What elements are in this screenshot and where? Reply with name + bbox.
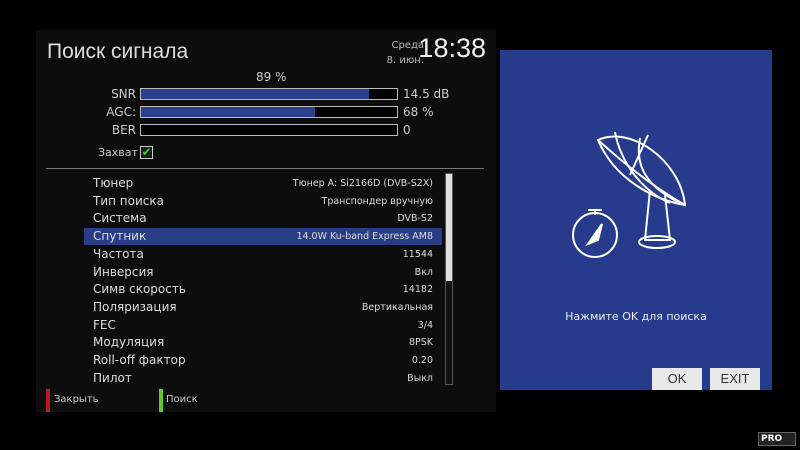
setting-label: Поляризация xyxy=(93,299,177,314)
satellite-dish-icon xyxy=(572,131,687,258)
ok-button[interactable]: OK xyxy=(652,368,702,390)
snr-value: 14.5 dB xyxy=(403,87,450,101)
search-button[interactable]: Поиск xyxy=(166,394,198,405)
clock: 18:38 xyxy=(418,33,486,63)
day: Среда xyxy=(391,40,424,51)
agc-label: AGC: xyxy=(106,105,136,119)
exit-button[interactable]: EXIT xyxy=(710,368,760,390)
setting-row[interactable]: Частота 11544 xyxy=(84,246,442,263)
setting-row[interactable]: Roll-off фактор 0.20 xyxy=(84,352,442,369)
snr-bar xyxy=(140,88,398,100)
ber-value: 0 xyxy=(403,123,411,137)
setting-row[interactable]: Тюнер Тюнер A: Si2166D (DVB-S2X) xyxy=(84,175,442,192)
page-title: Поиск сигнала xyxy=(47,40,189,63)
setting-row[interactable]: Спутник 14.0W Ku-band Express AM8 xyxy=(84,228,442,246)
setting-value: Вкл xyxy=(414,266,433,278)
lock-label: Захват xyxy=(98,146,138,159)
date-text: 8. июн. xyxy=(386,55,424,66)
setting-value: 3/4 xyxy=(417,319,433,331)
setting-label: Частота xyxy=(93,246,144,261)
setting-row[interactable]: Поляризация Вертикальная xyxy=(84,299,442,316)
setting-value: Вертикальная xyxy=(361,301,433,313)
agc-bar xyxy=(140,106,398,118)
setting-label: Тюнер xyxy=(93,176,134,190)
setting-label: Симв скорость xyxy=(93,282,186,297)
setting-value: 11544 xyxy=(402,248,433,260)
setting-row[interactable]: Инверсия Вкл xyxy=(84,264,442,281)
red-key-icon xyxy=(46,389,50,412)
snr-fill xyxy=(141,89,369,99)
setting-row[interactable]: FEC 3/4 xyxy=(84,317,442,334)
divider xyxy=(46,168,484,169)
setting-label: Тип поиска xyxy=(93,193,164,208)
ber-label: BER xyxy=(111,123,136,137)
snr-label: SNR xyxy=(111,87,136,101)
setting-row[interactable]: Тип поиска Транспондер вручную xyxy=(84,193,442,210)
search-prompt-panel: Нажмите OK для поиска OK EXIT xyxy=(500,50,772,390)
setting-label: Модуляция xyxy=(93,335,165,350)
agc-value: 68 % xyxy=(403,105,434,119)
close-button[interactable]: Закрыть xyxy=(54,394,99,405)
signal-search-panel: Поиск сигнала Среда 8. июн. 18:38 89 % SN… xyxy=(36,30,496,412)
green-key-icon xyxy=(159,389,163,412)
date: Среда 8. июн. xyxy=(387,38,424,68)
setting-value: 14182 xyxy=(402,284,433,296)
setting-value: Тюнер A: Si2166D (DVB-S2X) xyxy=(292,178,433,189)
setting-row[interactable]: Симв скорость 14182 xyxy=(84,281,442,298)
scrollbar[interactable] xyxy=(445,173,453,385)
setting-value: Транспондер вручную xyxy=(321,195,433,207)
setting-value: 8PSK xyxy=(408,337,433,349)
signal-quality: 89 % xyxy=(256,70,287,84)
lock-checkbox-check-icon: ✔ xyxy=(140,145,153,159)
setting-value: 0.20 xyxy=(411,355,433,366)
ber-bar xyxy=(140,124,398,136)
setting-label: Пилот xyxy=(93,370,132,385)
setting-value: 14.0W Ku-band Express AM8 xyxy=(296,231,433,243)
setting-value: DVB-S2 xyxy=(397,213,433,225)
setting-label: Система xyxy=(93,211,147,226)
agc-fill xyxy=(141,107,316,117)
setting-label: Roll-off фактор xyxy=(93,353,186,367)
setting-value: Выкл xyxy=(407,372,433,384)
setting-row[interactable]: Система DVB-S2 xyxy=(84,210,442,227)
setting-row[interactable]: Модуляция 8PSK xyxy=(84,334,442,351)
setting-label: FEC xyxy=(93,317,116,332)
setting-label: Инверсия xyxy=(93,264,154,279)
setting-row[interactable]: Пилот Выкл xyxy=(84,370,442,387)
setting-label: Спутник xyxy=(93,229,147,244)
search-hint: Нажмите OK для поиска xyxy=(565,310,707,323)
scrollbar-thumb[interactable] xyxy=(446,174,452,281)
watermark-logo: PRO xyxy=(758,432,796,446)
